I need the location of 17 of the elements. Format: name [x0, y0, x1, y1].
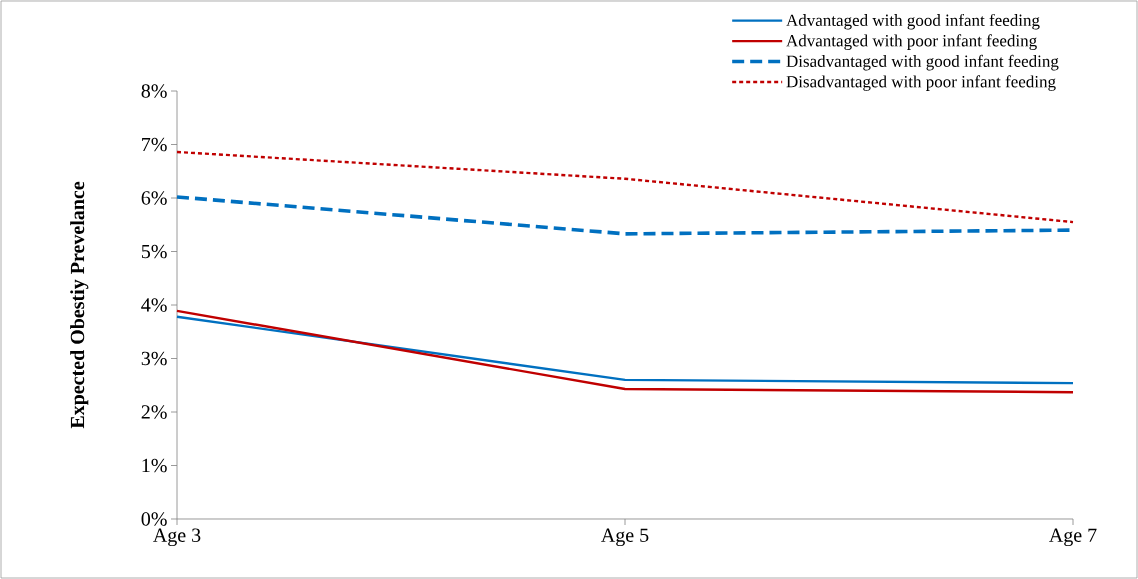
y-tick-label: 1%: [142, 458, 167, 473]
legend-label: Advantaged with good infant feeding: [786, 13, 1040, 30]
y-tick-label: 2%: [141, 405, 167, 419]
x-tick-label: Age 7: [1049, 528, 1097, 547]
y-tick-label: 7%: [142, 137, 167, 152]
y-tick-label: 6%: [141, 191, 167, 205]
x-tick-label: Age 5: [601, 528, 649, 547]
y-tick-label: 0%: [141, 512, 167, 526]
legend-label: Disadvantaged with poor infant feeding: [786, 75, 1056, 91]
y-tick-label: 3%: [141, 351, 167, 366]
legend-label: Disadvantaged with good infant feeding: [786, 54, 1059, 71]
legend-label: Advantaged with poor infant feeding: [786, 34, 1037, 50]
y-tick-label: 4%: [141, 298, 167, 312]
y-tick-label: 5%: [141, 244, 167, 259]
y-axis-title: Expected Obestiy Prevelance: [70, 181, 89, 429]
x-tick-label: Age 3: [153, 528, 201, 547]
y-tick-label: 8%: [141, 84, 167, 98]
